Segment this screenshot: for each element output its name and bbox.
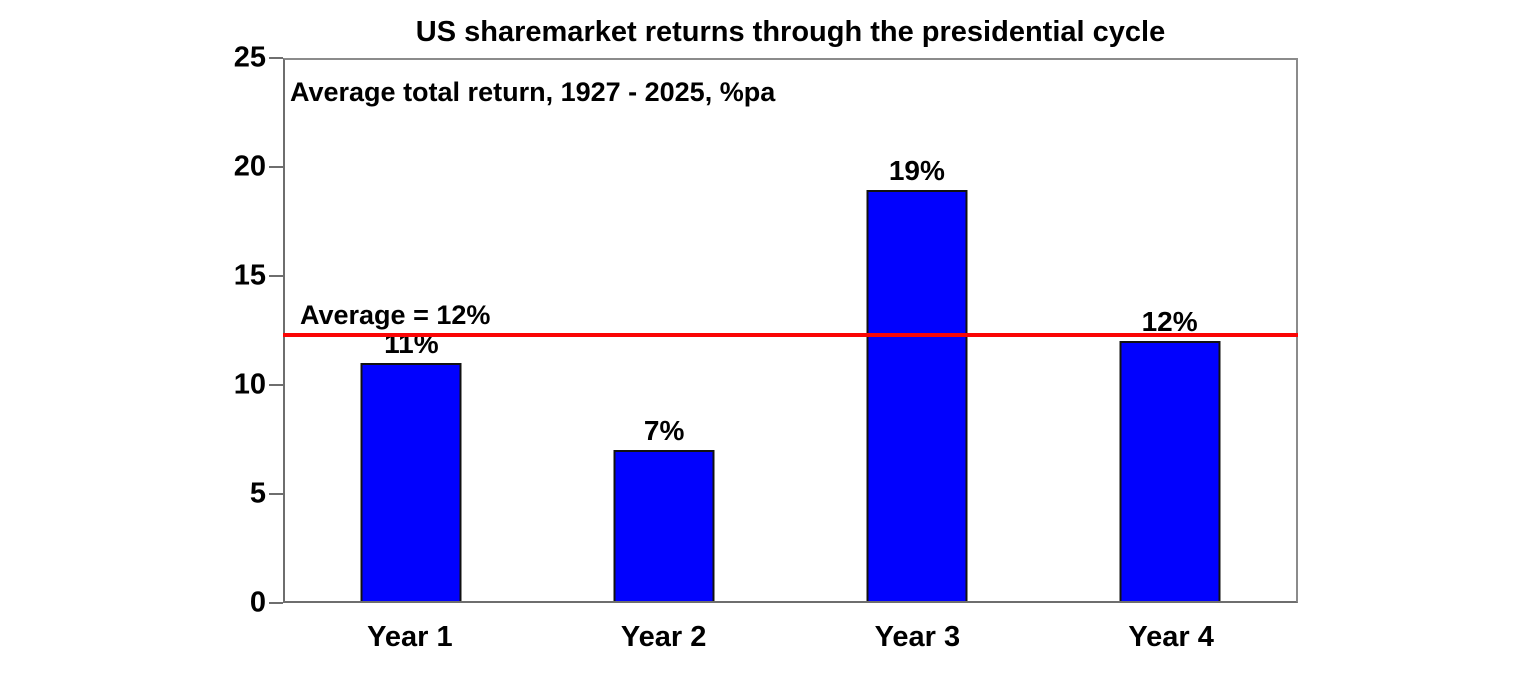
y-tick-label: 25: [233, 41, 266, 74]
average-line: [283, 332, 1298, 337]
bar: [866, 189, 968, 601]
y-tick-label: 5: [249, 477, 266, 510]
bar: [613, 449, 715, 601]
y-tick-label: 15: [233, 259, 266, 292]
bar-slot: 7%: [538, 60, 791, 601]
bar-value-label: 7%: [643, 414, 685, 446]
y-tick-mark: [269, 166, 283, 168]
bar: [360, 362, 462, 601]
plot-area: Average total return, 1927 - 2025, %pa 1…: [283, 58, 1298, 603]
bar: [1119, 341, 1221, 601]
average-line-label: Average = 12%: [300, 299, 491, 330]
y-tick-mark: [269, 384, 283, 386]
y-tick-label: 20: [233, 150, 266, 183]
y-tick-mark: [269, 57, 283, 59]
y-tick-mark: [269, 493, 283, 495]
x-axis: Year 1 Year 2 Year 3 Year 4: [283, 621, 1298, 667]
bar-value-label: 12%: [1141, 306, 1198, 338]
x-tick-label: Year 2: [620, 621, 707, 653]
chart-title: US sharemarket returns through the presi…: [415, 16, 1166, 48]
bar-value-label: 19%: [888, 154, 945, 186]
chart-subtitle: Average total return, 1927 - 2025, %pa: [290, 77, 776, 107]
x-tick-label: Year 3: [874, 621, 961, 653]
y-tick-mark: [269, 602, 283, 604]
y-axis: 0 5 10 15 20 25: [0, 43, 266, 617]
x-tick-label: Year 4: [1128, 621, 1214, 653]
y-tick-label: 0: [249, 586, 266, 619]
bar-slot: 19%: [791, 60, 1044, 601]
x-tick-label: Year 1: [367, 621, 453, 653]
bar-slot: 11%: [285, 60, 538, 601]
y-tick-label: 10: [233, 368, 266, 401]
y-tick-marks: [269, 57, 283, 604]
y-tick-mark: [269, 275, 283, 277]
bar-slot: 12%: [1043, 60, 1296, 601]
bars-container: 11% 7% 19% 12%: [285, 60, 1296, 601]
